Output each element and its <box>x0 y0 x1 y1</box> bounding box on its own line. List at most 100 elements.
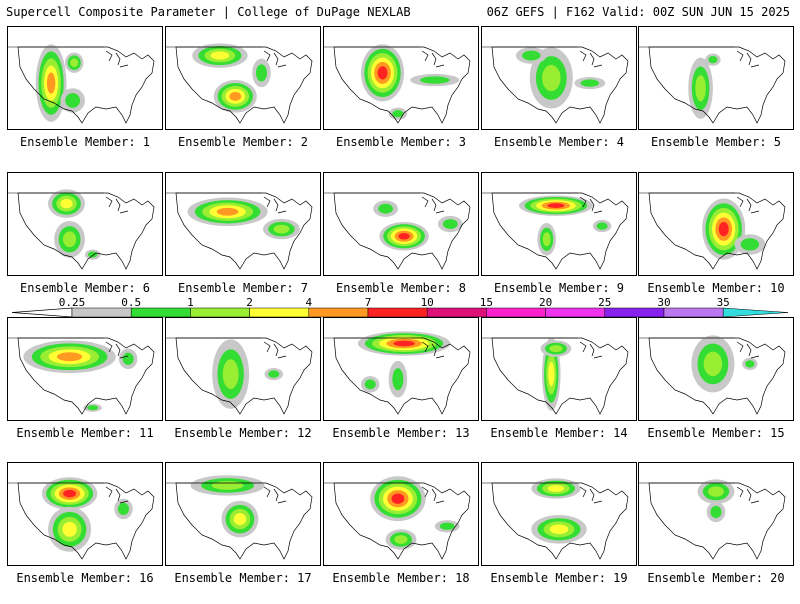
legend-tick-label: 7 <box>365 296 372 309</box>
us-outline <box>491 46 629 124</box>
great-lakes <box>263 486 287 504</box>
great-lakes <box>263 341 287 359</box>
us-map <box>324 476 471 560</box>
scp-contour <box>393 340 415 347</box>
legend-swatch <box>545 307 606 318</box>
member-map <box>323 317 479 421</box>
legend-tick-label: 4 <box>305 296 312 309</box>
member-map <box>7 172 163 276</box>
member-map <box>638 172 794 276</box>
member-label: Ensemble Member: 19 <box>490 571 628 585</box>
scp-contour <box>542 232 551 247</box>
legend-tick-label: 15 <box>480 296 493 309</box>
member-panel: Ensemble Member: 3 <box>323 26 479 168</box>
member-map <box>165 317 321 421</box>
legend-right-arrow <box>722 307 789 318</box>
scp-contour <box>580 79 600 87</box>
member-label: Ensemble Member: 8 <box>335 281 467 295</box>
member-panel: Ensemble Member: 4 <box>481 26 637 168</box>
member-map <box>481 26 637 130</box>
scp-contour <box>211 481 244 490</box>
member-map <box>638 462 794 566</box>
great-lakes <box>579 196 603 214</box>
us-outline <box>648 337 786 415</box>
great-lakes <box>579 341 603 359</box>
scp-contour <box>63 489 76 498</box>
legend-swatch <box>308 307 369 318</box>
scp-contour <box>547 203 565 208</box>
us-outline <box>175 46 313 124</box>
us-map <box>166 192 313 270</box>
scp-contour <box>377 66 388 80</box>
scp-contour <box>364 379 376 390</box>
scp-contour <box>122 352 134 365</box>
us-outline <box>333 46 471 124</box>
scp-contour <box>229 91 242 101</box>
us-map <box>639 479 786 560</box>
scp-contour <box>65 93 81 108</box>
member-panel: Ensemble Member: 7 <box>165 172 321 314</box>
member-panel: Ensemble Member: 10 <box>638 172 794 314</box>
us-map <box>324 331 471 415</box>
great-lakes <box>105 196 129 214</box>
member-panel: Ensemble Member: 13 <box>323 317 479 459</box>
scp-contour <box>57 352 83 362</box>
member-map <box>481 462 637 566</box>
scp-contour <box>392 368 404 391</box>
member-panel: Ensemble Member: 16 <box>7 462 163 604</box>
scp-contour <box>392 110 404 118</box>
us-outline <box>175 482 313 560</box>
us-outline <box>491 337 629 415</box>
scp-contour <box>703 351 723 377</box>
legend-swatch <box>426 307 487 318</box>
legend-swatch <box>71 307 132 318</box>
us-outline <box>17 46 155 124</box>
scp-contour <box>378 203 393 214</box>
scp-contour <box>745 360 755 368</box>
member-label: Ensemble Member: 7 <box>177 281 309 295</box>
legend-swatch <box>367 307 428 318</box>
scp-contour <box>268 370 280 378</box>
legend-swatch <box>486 307 546 318</box>
scp-contour <box>548 361 555 387</box>
scp-contour <box>70 58 79 68</box>
scp-contour <box>547 485 565 492</box>
member-map <box>481 172 637 276</box>
member-map <box>323 462 479 566</box>
legend-tick-label: 10 <box>421 296 434 309</box>
great-lakes <box>105 50 129 68</box>
member-label: Ensemble Member: 5 <box>650 135 782 149</box>
member-label: Ensemble Member: 2 <box>177 135 309 149</box>
scp-contour <box>273 224 290 234</box>
us-outline <box>333 482 471 560</box>
us-outline <box>648 46 786 124</box>
great-lakes <box>263 50 287 68</box>
legend-tick-label: 30 <box>657 296 670 309</box>
scp-contour <box>710 505 722 519</box>
chart-title: Supercell Composite Parameter | College … <box>6 5 411 19</box>
member-panel: Ensemble Member: 9 <box>481 172 637 314</box>
member-panel: Ensemble Member: 14 <box>481 317 637 459</box>
member-map <box>481 317 637 421</box>
member-label: Ensemble Member: 11 <box>16 426 154 440</box>
scp-contour <box>394 535 408 544</box>
member-label: Ensemble Member: 13 <box>332 426 470 440</box>
member-panel: Ensemble Member: 5 <box>638 26 794 168</box>
member-label: Ensemble Member: 14 <box>490 426 628 440</box>
us-outline <box>648 482 786 560</box>
legend-colorbar: 0.25 0.5 1 2 4 7 10 15 20 25 30 35 <box>11 296 789 318</box>
member-label: Ensemble Member: 17 <box>174 571 312 585</box>
legend-swatch <box>249 307 310 318</box>
member-panel: Ensemble Member: 8 <box>323 172 479 314</box>
us-map <box>166 337 313 415</box>
scp-contour <box>718 222 729 237</box>
legend-left-arrow <box>11 307 73 318</box>
us-outline <box>333 337 471 415</box>
member-map <box>165 462 321 566</box>
scp-contour <box>398 232 410 240</box>
great-lakes <box>736 486 760 504</box>
member-label: Ensemble Member: 3 <box>335 135 467 149</box>
member-map <box>7 26 163 130</box>
legend-swatch <box>130 307 191 318</box>
scp-contour <box>210 51 230 60</box>
